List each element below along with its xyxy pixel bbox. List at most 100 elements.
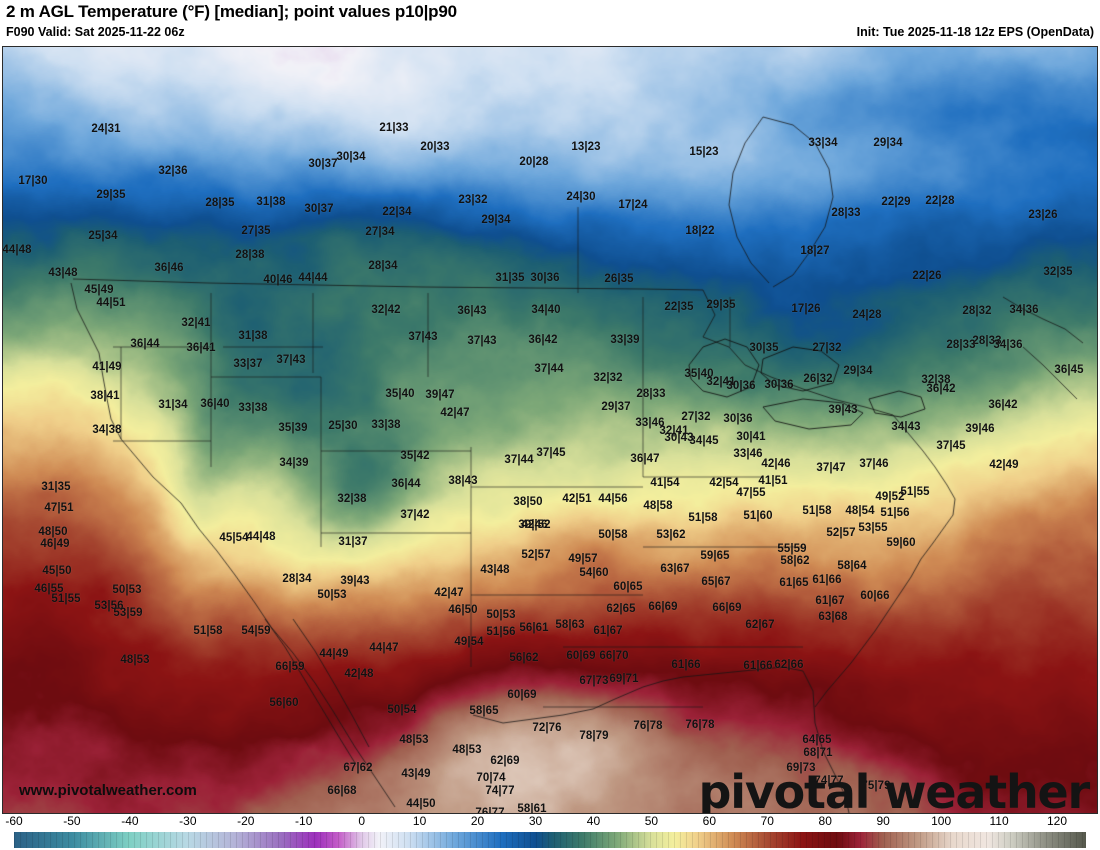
colorbar-tick: 20: [470, 814, 485, 828]
point-value-label: 61|67: [815, 595, 845, 607]
point-value-label: 37|44: [534, 363, 564, 375]
point-value-label: 44|48: [246, 531, 276, 543]
point-value-label: 42|51: [562, 493, 592, 505]
point-value-label: 48|53: [452, 744, 482, 756]
colorbar-tick: -50: [63, 814, 81, 828]
point-value-label: 36|42: [926, 383, 956, 395]
point-value-label: 62|65: [606, 603, 636, 615]
point-value-label: 42|49: [989, 459, 1019, 471]
point-value-label: 22|26: [912, 270, 942, 282]
point-value-label: 31|34: [158, 399, 188, 411]
point-value-label: 36|42: [988, 399, 1018, 411]
point-value-label: 49|52: [875, 491, 905, 503]
point-value-label: 56|62: [509, 652, 539, 664]
point-value-label: 66|70: [599, 650, 629, 662]
point-value-label: 26|35: [604, 273, 634, 285]
point-value-label: 22|35: [664, 301, 694, 313]
point-value-label: 30|34: [336, 151, 366, 163]
point-value-label: 66|68: [327, 785, 357, 797]
colorbar-tick: 120: [1047, 814, 1068, 828]
point-value-label: 30|36: [530, 272, 560, 284]
point-value-label: 61|66: [671, 659, 701, 671]
point-value-label: 63|68: [818, 611, 848, 623]
point-value-label: 38|50: [513, 496, 543, 508]
point-value-label: 20|28: [519, 156, 549, 168]
point-value-label: 29|34: [481, 214, 511, 226]
point-value-label: 41|54: [650, 477, 680, 489]
point-value-label: 22|34: [382, 206, 412, 218]
point-value-label: 48|58: [643, 500, 673, 512]
point-value-label: 49|54: [454, 636, 484, 648]
point-value-label: 78|79: [579, 730, 609, 742]
point-value-label: 35|42: [400, 450, 430, 462]
point-value-label: 39|46: [518, 519, 548, 531]
colorbar-tick: 30: [528, 814, 543, 828]
point-value-label: 51|58: [802, 505, 832, 517]
point-value-label: 32|41: [181, 317, 211, 329]
point-value-label: 15|23: [689, 146, 719, 158]
point-value-label: 37|43: [467, 335, 497, 347]
point-value-label: 28|35: [205, 197, 235, 209]
point-value-label: 34|39: [279, 457, 309, 469]
point-value-label: 28|32: [962, 305, 992, 317]
point-value-label: 18|27: [800, 245, 830, 257]
point-value-label: 37|45: [536, 447, 566, 459]
point-value-label: 32|38: [921, 374, 951, 386]
point-value-label: 38|43: [448, 475, 478, 487]
point-value-label: 23|32: [458, 194, 488, 206]
point-value-label: 31|37: [338, 536, 368, 548]
point-value-label: 33|38: [371, 419, 401, 431]
point-value-label: 45|49: [84, 284, 114, 296]
point-value-label: 24|30: [566, 191, 596, 203]
point-value-label: 28|33: [831, 207, 861, 219]
pivotal-weather-watermark: pivotal weather: [698, 765, 1091, 814]
point-value-label: 33|34: [808, 137, 838, 149]
point-value-label: 74|77: [814, 775, 844, 787]
point-value-label: 44|44: [298, 272, 328, 284]
colorbar[interactable]: -60 -50 -40 -30 -20 -10 0 10 20 30 40 50 60 70 80 90 100…: [0, 814, 1100, 850]
point-value-label: 49|57: [568, 553, 598, 565]
site-url-label: www.pivotalweather.com: [19, 782, 197, 799]
temperature-map[interactable]: 24|31 17|30 32|36 29|35 28|35 31|38 25|34 27|35…: [2, 46, 1098, 814]
point-value-label: 29|37: [601, 401, 631, 413]
point-value-label: 44|56: [598, 493, 628, 505]
point-value-label: 61|67: [593, 625, 623, 637]
point-value-label: 24|28: [852, 309, 882, 321]
point-value-label: 35|40: [684, 368, 714, 380]
page-title: 2 m AGL Temperature (°F) [median]; point…: [6, 2, 457, 21]
point-value-label: 42|47: [434, 587, 464, 599]
point-value-label: 36|47: [630, 453, 660, 465]
point-value-label: 50|54: [387, 704, 417, 716]
point-value-label: 36|44: [130, 338, 160, 350]
point-value-label: 30|36: [723, 413, 753, 425]
point-value-label: 61|65: [779, 577, 809, 589]
point-value-label: 60|66: [860, 590, 890, 602]
point-value-label: 59|60: [886, 537, 916, 549]
point-value-label: 30|37: [308, 158, 338, 170]
point-value-label: 39|47: [425, 389, 455, 401]
point-value-label: 36|41: [186, 342, 216, 354]
point-value-label: 51|60: [743, 510, 773, 522]
point-value-label: 46|55: [34, 583, 64, 595]
point-value-label: 40|46: [263, 274, 293, 286]
point-value-label: 37|45: [936, 440, 966, 452]
point-value-label: 44|51: [96, 297, 126, 309]
point-value-label: 53|62: [656, 529, 686, 541]
point-value-label: 65|67: [701, 576, 731, 588]
point-value-label: 58|63: [555, 619, 585, 631]
point-value-label: 48|54: [845, 505, 875, 517]
point-value-label: 48|53: [120, 654, 150, 666]
point-value-label: 37|42: [400, 509, 430, 521]
point-value-label: 44|49: [319, 648, 349, 660]
point-value-label: 30|36: [764, 379, 794, 391]
point-value-label: 44|47: [369, 642, 399, 654]
point-value-label: 28|33: [946, 339, 976, 351]
point-value-label: 17|30: [18, 175, 48, 187]
header-bar: 2 m AGL Temperature (°F) [median]; point…: [0, 0, 1100, 46]
point-value-label: 32|38: [337, 493, 367, 505]
point-value-label: 76|77: [475, 807, 505, 814]
point-value-label: 28|33: [636, 388, 666, 400]
point-value-label: 62|69: [490, 755, 520, 767]
point-value-label: 30|41: [736, 431, 766, 443]
point-value-label: 51|55: [51, 593, 81, 605]
